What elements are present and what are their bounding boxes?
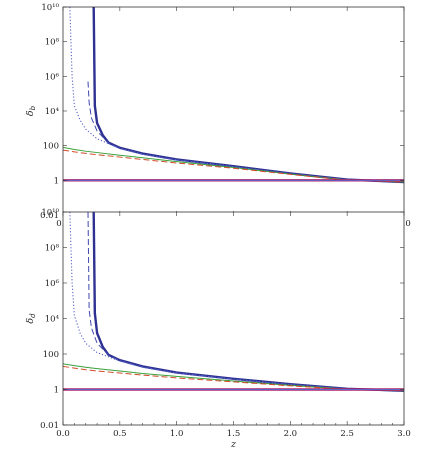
y-tick-label: 1 (54, 386, 59, 396)
y-tick-label: 100 (43, 142, 59, 152)
series-line-4 (63, 365, 404, 392)
y-tick-label: 10⁴ (45, 315, 60, 325)
y-tick-label: 10⁴ (45, 107, 60, 117)
plot-area (63, 7, 404, 215)
y-tick-label: 10⁸ (45, 244, 60, 254)
x-tick-label: 2.0 (284, 429, 298, 439)
y-tick-label: 0.01 (40, 211, 59, 221)
y-tick-label: 1 (54, 176, 59, 186)
x-tick-label: 0.5 (113, 429, 127, 439)
y-axis-label: δb (25, 105, 37, 116)
y-tick-label: 10⁶ (45, 72, 60, 82)
x-axis-label: z (230, 439, 237, 450)
x-tick-label: 0.0 (56, 429, 70, 439)
y-tick-label: 0.01 (40, 421, 59, 431)
series-line-4 (63, 149, 404, 183)
plot-area (63, 212, 404, 425)
bottom-panel: 0.0 0.5 1.0 1.5 2.0 2.5 3.0 0.01 1 100 10⁴ 10⁶ 10⁸ 10… (25, 208, 411, 450)
y-tick-label: 10¹⁰ (41, 208, 59, 218)
x-tick-label: 2.5 (340, 429, 354, 439)
y-tick-label: 100 (43, 350, 59, 360)
series-group (63, 7, 404, 184)
y-tick-label: 10¹⁰ (41, 3, 59, 13)
series-line-1 (87, 212, 404, 392)
series-group (63, 212, 404, 392)
y-tick-label: 10⁸ (45, 38, 60, 48)
x-tick-label: 1.0 (170, 429, 184, 439)
y-tick-label: 10⁶ (45, 279, 60, 289)
x-tick-label: 3.0 (397, 429, 411, 439)
x-tick-label: 1.5 (227, 429, 241, 439)
y-axis-label: δd (25, 313, 37, 324)
series-line-2 (69, 212, 404, 392)
top-panel: 0.00.51.01.52.02.53.00.01110010⁴10⁶10⁸10… (25, 3, 411, 243)
